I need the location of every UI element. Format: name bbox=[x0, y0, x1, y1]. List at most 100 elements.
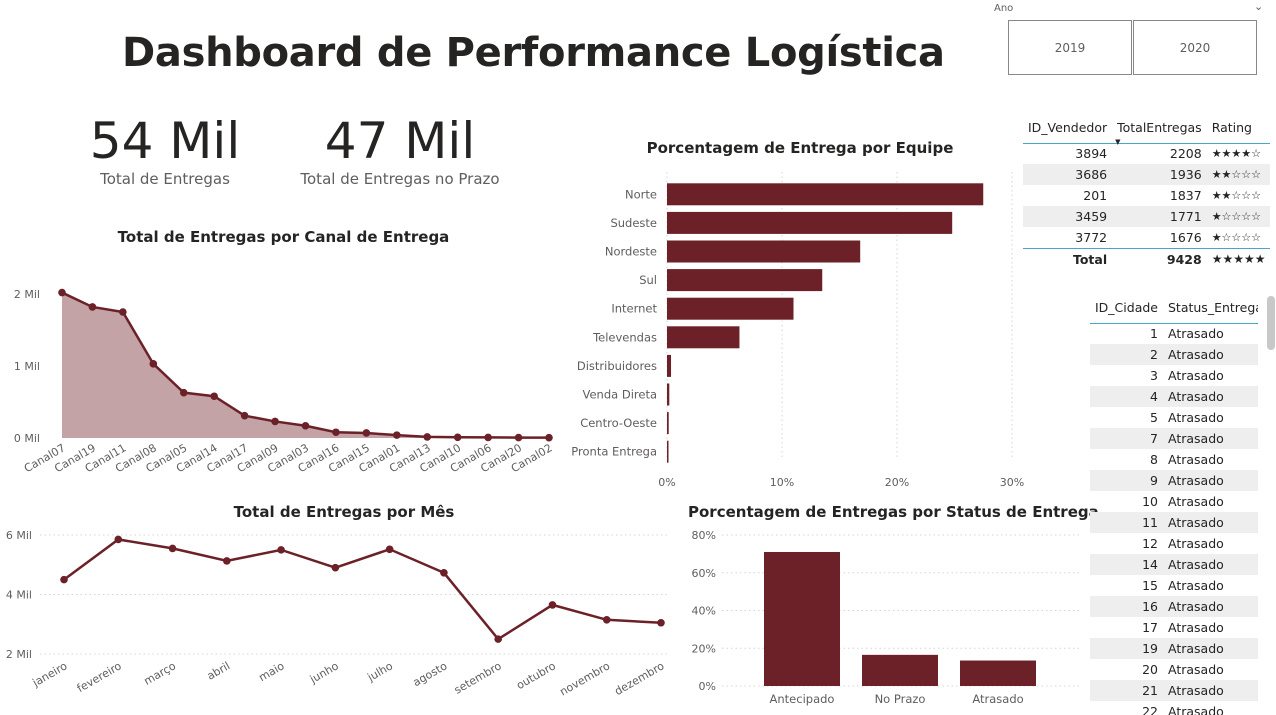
city-table-scrollbar[interactable] bbox=[1267, 296, 1275, 350]
cell-status-entrega: Atrasado bbox=[1167, 431, 1224, 446]
data-point bbox=[602, 615, 611, 624]
data-point bbox=[331, 563, 340, 572]
x-tick-label: 0% bbox=[658, 476, 675, 489]
cell-status-entrega: Atrasado bbox=[1167, 704, 1224, 715]
table-row[interactable]: 3772 1676 ★☆☆☆☆ bbox=[1023, 227, 1270, 248]
column-header-id-vendedor[interactable]: ID_Vendedor bbox=[1028, 120, 1108, 136]
cell-status-entrega: Atrasado bbox=[1167, 410, 1224, 425]
table-total-row: Total 9428 ★★★★★ bbox=[1023, 248, 1271, 270]
chart-entregas-por-mes[interactable]: 2 Mil 4 Mil 6 Mil janeiro fevereiro março abri… bbox=[0, 522, 680, 715]
cell-rating-stars: ★☆☆☆☆ bbox=[1211, 210, 1261, 223]
cell-total-entregas: 1837 bbox=[1169, 188, 1202, 203]
table-row[interactable]: 7 Atrasado bbox=[1090, 428, 1258, 449]
table-row[interactable]: 9 Atrasado bbox=[1090, 470, 1258, 491]
y-tick-label: 60% bbox=[692, 567, 716, 580]
y-tick-label: 1 Mil bbox=[14, 360, 40, 373]
area-fill bbox=[62, 292, 549, 438]
cell-id-cidade: 11 bbox=[1142, 515, 1158, 530]
column-header-rating[interactable]: Rating bbox=[1211, 120, 1252, 136]
data-point bbox=[119, 308, 127, 316]
cell-id-cidade: 5 bbox=[1150, 410, 1158, 425]
chart-title-mes: Total de Entregas por Mês bbox=[233, 503, 455, 521]
y-tick-label: 40% bbox=[692, 605, 716, 618]
table-row[interactable]: 15 Atrasado bbox=[1090, 575, 1258, 596]
cell-id-cidade: 7 bbox=[1150, 431, 1158, 446]
column-header-status-entrega[interactable]: Status_Entrega bbox=[1167, 299, 1258, 315]
cell-id-vendedor: 3686 bbox=[1075, 167, 1108, 182]
cell-id-cidade: 2 bbox=[1150, 347, 1158, 362]
table-row[interactable]: 201 1837 ★★☆☆☆ bbox=[1023, 185, 1270, 206]
table-row[interactable]: 19 Atrasado bbox=[1090, 638, 1258, 659]
column-header-id-cidade[interactable]: ID_Cidade bbox=[1095, 299, 1158, 315]
cell-id-cidade: 8 bbox=[1150, 452, 1158, 467]
slicer-label: Ano bbox=[994, 3, 1014, 14]
y-category-label: Distribuidores bbox=[577, 359, 657, 373]
table-row[interactable]: 21 Atrasado bbox=[1090, 680, 1258, 701]
table-row[interactable]: 1 Atrasado bbox=[1090, 323, 1258, 344]
x-tick-label: fevereiro bbox=[75, 659, 124, 695]
table-row[interactable]: 3 Atrasado bbox=[1090, 365, 1258, 386]
y-tick-label: 80% bbox=[692, 529, 716, 542]
y-tick-label: 2 Mil bbox=[14, 288, 40, 301]
table-row[interactable]: 2 Atrasado bbox=[1090, 344, 1258, 365]
y-category-label: Nordeste bbox=[605, 245, 657, 259]
slicer-option-2019[interactable]: 2019 bbox=[1008, 20, 1132, 75]
cell-id-cidade: 17 bbox=[1142, 620, 1158, 635]
cell-id-vendedor: 201 bbox=[1083, 188, 1108, 203]
data-point bbox=[545, 433, 553, 442]
cell-id-cidade: 10 bbox=[1142, 494, 1158, 509]
chart-entrega-por-equipe[interactable]: 0% 10% 20% 30% Norte Sudeste Nordeste Sul Intern… bbox=[570, 160, 1030, 495]
table-row[interactable]: 3686 1936 ★★☆☆☆ bbox=[1023, 164, 1271, 185]
cell-status-entrega: Atrasado bbox=[1167, 515, 1224, 530]
chart-entregas-por-status[interactable]: 0% 20% 40% 60% 80% Antecipado No Prazo Atrasado bbox=[688, 522, 1083, 715]
table-row[interactable]: 12 Atrasado bbox=[1090, 533, 1258, 554]
sort-descending-icon[interactable]: ▼ bbox=[1115, 137, 1121, 146]
bar bbox=[862, 654, 938, 686]
total-label: Total bbox=[1072, 251, 1108, 267]
y-category-label: Sul bbox=[639, 273, 657, 287]
cell-id-cidade: 4 bbox=[1150, 389, 1158, 404]
city-table-container[interactable]: ID_Cidade Status_Entrega 1 Atrasado 2 Atras… bbox=[1090, 296, 1258, 715]
cell-id-cidade: 15 bbox=[1142, 578, 1158, 593]
y-category-label: Sudeste bbox=[610, 216, 657, 230]
slicer-option-2020[interactable]: 2020 bbox=[1133, 20, 1257, 75]
data-point bbox=[223, 557, 231, 565]
data-point bbox=[168, 544, 177, 553]
chevron-down-icon[interactable]: ⌄ bbox=[1254, 0, 1264, 13]
y-category-label: Internet bbox=[611, 302, 657, 316]
x-tick-label: janeiro bbox=[30, 659, 70, 690]
y-category-label: Norte bbox=[625, 187, 657, 201]
table-row[interactable]: 14 Atrasado bbox=[1090, 554, 1258, 575]
bar bbox=[667, 240, 861, 263]
y-category-label: Televendas bbox=[592, 330, 657, 344]
table-row[interactable]: 5 Atrasado bbox=[1090, 407, 1258, 428]
cell-status-entrega: Atrasado bbox=[1167, 620, 1224, 635]
x-tick-label: dezembro bbox=[612, 659, 666, 698]
table-row[interactable]: 10 Atrasado bbox=[1090, 491, 1258, 512]
cell-status-entrega: Atrasado bbox=[1167, 578, 1224, 593]
data-point bbox=[385, 545, 394, 554]
table-row[interactable]: 4 Atrasado bbox=[1090, 386, 1258, 407]
table-row[interactable]: 16 Atrasado bbox=[1090, 596, 1258, 617]
table-row[interactable]: 22 Atrasado bbox=[1090, 701, 1258, 715]
cell-status-entrega: Atrasado bbox=[1167, 662, 1224, 677]
table-row[interactable]: 8 Atrasado bbox=[1090, 449, 1258, 470]
series-line bbox=[63, 538, 662, 641]
cell-id-cidade: 9 bbox=[1150, 473, 1158, 488]
bar bbox=[667, 354, 672, 377]
cell-status-entrega: Atrasado bbox=[1167, 473, 1224, 488]
table-row[interactable]: 3459 1771 ★☆☆☆☆ bbox=[1023, 206, 1271, 227]
cell-status-entrega: Atrasado bbox=[1167, 389, 1224, 404]
y-category-label: Venda Direta bbox=[583, 388, 658, 402]
table-row[interactable]: 3894 2208 ★★★★☆ bbox=[1023, 143, 1270, 164]
x-tick-label: novembro bbox=[558, 659, 613, 698]
table-row[interactable]: 17 Atrasado bbox=[1090, 617, 1258, 638]
x-tick-label: setembro bbox=[452, 659, 504, 697]
table-row[interactable]: 20 Atrasado bbox=[1090, 659, 1258, 680]
column-header-total-entregas[interactable]: TotalEntregas ▼ bbox=[1112, 117, 1207, 146]
cell-id-cidade: 19 bbox=[1142, 641, 1158, 656]
table-row[interactable]: 11 Atrasado bbox=[1090, 512, 1258, 533]
cell-status-entrega: Atrasado bbox=[1167, 494, 1224, 509]
chart-title-status: Porcentagem de Entregas por Status de En… bbox=[688, 503, 1099, 521]
